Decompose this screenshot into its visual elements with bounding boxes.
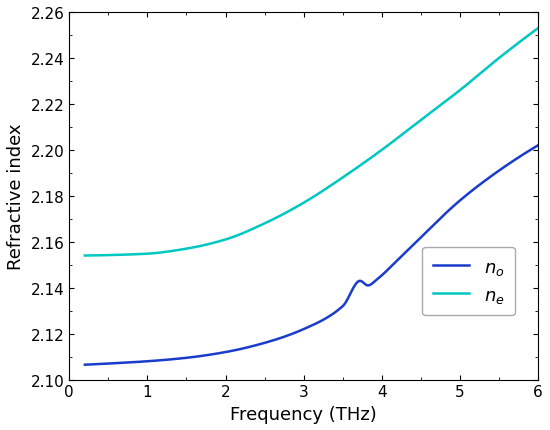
$n_e$ xyxy=(255,224,262,229)
$n_o$ xyxy=(255,342,262,347)
$n_o$ xyxy=(526,149,532,154)
$n_e$ xyxy=(526,33,532,38)
$n_o$ xyxy=(160,358,167,363)
$n_o$ xyxy=(81,362,88,367)
$n_e$ xyxy=(477,71,484,77)
$n_e$ xyxy=(81,253,88,258)
$n_e$ xyxy=(535,26,542,31)
Legend: $n_o$, $n_e$: $n_o$, $n_e$ xyxy=(422,247,515,316)
Y-axis label: Refractive index: Refractive index xyxy=(7,123,25,270)
$n_o$ xyxy=(133,359,140,365)
$n_o$ xyxy=(275,336,282,341)
$n_e$ xyxy=(160,250,167,255)
$n_e$ xyxy=(133,252,140,257)
$n_e$ xyxy=(275,215,282,220)
$n_o$ xyxy=(477,182,484,187)
Line: $n_e$: $n_e$ xyxy=(85,29,538,256)
Line: $n_o$: $n_o$ xyxy=(85,146,538,365)
$n_o$ xyxy=(535,143,542,148)
X-axis label: Frequency (THz): Frequency (THz) xyxy=(230,405,377,423)
